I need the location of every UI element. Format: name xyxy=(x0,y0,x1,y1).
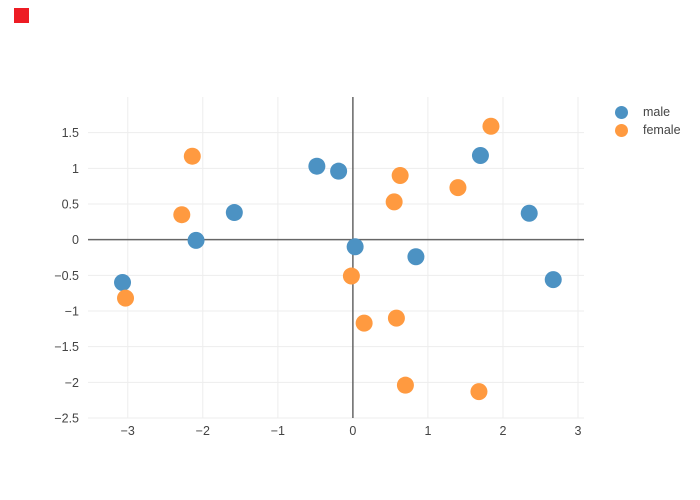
x-tick-label: −3 xyxy=(121,424,135,438)
legend: male female xyxy=(608,103,681,139)
scatter-point-male[interactable] xyxy=(225,204,243,222)
y-tick-label: −2 xyxy=(65,376,79,390)
points-layer xyxy=(114,117,562,401)
scatter-point-male[interactable] xyxy=(544,271,562,289)
scatter-point-female[interactable] xyxy=(355,314,373,332)
legend-item-male[interactable]: male xyxy=(608,103,681,121)
scatter-point-female[interactable] xyxy=(183,147,201,165)
female-legend-marker-icon xyxy=(615,123,628,137)
x-tick-label: −2 xyxy=(196,424,210,438)
scatter-point-male[interactable] xyxy=(407,248,425,266)
scatter-point-female[interactable] xyxy=(385,193,403,211)
scatter-point-female[interactable] xyxy=(387,309,405,327)
scatter-point-female[interactable] xyxy=(482,117,500,135)
scatter-point-female[interactable] xyxy=(342,267,360,285)
legend-label-female: female xyxy=(643,123,681,137)
scatter-point-female[interactable] xyxy=(117,289,135,307)
y-tick-label: −0.5 xyxy=(54,269,79,283)
scatter-point-female[interactable] xyxy=(173,206,191,224)
scatter-point-male[interactable] xyxy=(471,146,489,164)
x-tick-label: 1 xyxy=(424,424,431,438)
scatter-point-male[interactable] xyxy=(346,238,364,256)
legend-label-male: male xyxy=(643,105,671,119)
x-tick-label: 2 xyxy=(499,424,506,438)
scatter-point-female[interactable] xyxy=(396,376,414,394)
scatter-point-male[interactable] xyxy=(187,231,205,249)
y-tick-label: 0.5 xyxy=(62,198,79,212)
y-tick-label: 1 xyxy=(72,162,79,176)
x-tick-label: 3 xyxy=(575,424,582,438)
y-tick-label: −1.5 xyxy=(54,340,79,354)
scatter-point-male[interactable] xyxy=(308,157,326,175)
scatter-point-female[interactable] xyxy=(391,166,409,184)
legend-item-female[interactable]: female xyxy=(608,121,681,139)
y-tick-label: 0 xyxy=(72,233,79,247)
red-marker-overlay xyxy=(14,8,29,23)
x-tick-label: −1 xyxy=(271,424,285,438)
zeroline-layer xyxy=(88,97,584,418)
x-tick-label: 0 xyxy=(349,424,356,438)
y-axis-tick-labels: −2.5 −2 −1.5 −1 −0.5 0 0.5 1 1.5 xyxy=(54,126,79,425)
male-legend-marker-icon xyxy=(615,105,628,119)
grid-layer xyxy=(88,97,584,419)
scatter-point-female[interactable] xyxy=(449,179,467,197)
scatter-point-female[interactable] xyxy=(470,383,488,401)
scatter-point-male[interactable] xyxy=(330,162,348,180)
scatter-point-male[interactable] xyxy=(520,204,538,222)
y-tick-label: 1.5 xyxy=(62,126,79,140)
x-axis-tick-labels: −3 −2 −1 0 1 2 3 xyxy=(121,424,582,438)
scatter-point-male[interactable] xyxy=(114,273,132,291)
y-tick-label: −1 xyxy=(65,305,79,319)
y-tick-label: −2.5 xyxy=(54,412,79,426)
